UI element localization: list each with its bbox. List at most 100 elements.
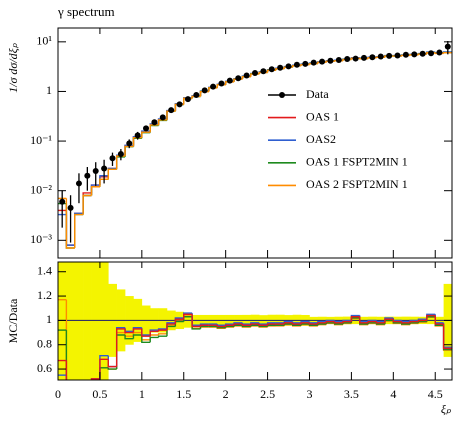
- histogram-step: [124, 334, 134, 340]
- axes: 10¹ 1 10⁻¹ 10⁻² 10⁻³ Data OAS 1 OAS2 OAS 1 FSPT2…: [30, 28, 452, 401]
- uncertainty-band: [74, 262, 84, 380]
- histogram-step: [233, 323, 243, 326]
- histogram-step: [367, 322, 377, 325]
- y-tick-label: 10⁻¹: [30, 133, 52, 147]
- data-point: [193, 91, 200, 98]
- ratio-y-axis-label: MC/Data: [6, 298, 20, 343]
- data-point: [344, 56, 351, 63]
- histogram-step: [75, 413, 83, 421]
- y-tick-label: 1.2: [37, 288, 52, 302]
- histogram-step: [308, 322, 318, 325]
- data-point: [134, 132, 141, 139]
- histogram-step: [75, 413, 83, 421]
- data-point: [386, 52, 393, 59]
- histogram-step: [141, 328, 151, 337]
- data-point: [75, 180, 82, 187]
- data-point: [168, 107, 175, 114]
- data-point: [277, 64, 284, 71]
- histogram-step: [199, 324, 209, 327]
- histogram-step: [82, 194, 92, 215]
- legend-marker: [279, 92, 285, 98]
- histogram-step: [74, 212, 84, 246]
- data-point: [109, 155, 116, 162]
- histogram-step: [342, 320, 352, 323]
- legend-label: OAS2: [306, 132, 336, 146]
- histogram-step: [216, 325, 226, 328]
- histogram-step: [401, 321, 411, 324]
- data-point: [59, 198, 66, 205]
- x-tick-label: 4: [390, 387, 396, 401]
- histogram-step: [157, 333, 167, 335]
- histogram-step: [367, 320, 377, 323]
- histogram-step: [224, 326, 235, 329]
- ratio-frame: [57, 261, 453, 381]
- histogram-step: [266, 323, 276, 326]
- data-point: [226, 77, 233, 84]
- histogram-step: [99, 178, 109, 187]
- x-tick-label: 2: [223, 387, 229, 401]
- data-point: [444, 43, 451, 50]
- histogram-step: [65, 198, 75, 249]
- legend-label: OAS 2 FSPT2MIN 1: [306, 177, 408, 191]
- data-point: [201, 87, 208, 94]
- histogram-step: [90, 186, 100, 196]
- histogram-step: [384, 318, 394, 323]
- histogram-step: [375, 321, 385, 324]
- x-axis-label: ξₚ: [441, 402, 452, 416]
- histogram-step: [233, 324, 243, 327]
- data-point: [252, 70, 258, 77]
- main-frame: [57, 27, 453, 259]
- x-tick-label: 3.5: [344, 387, 359, 401]
- data-point: [117, 150, 124, 157]
- x-tick-label: 3: [306, 387, 312, 401]
- histogram-step: [90, 186, 100, 196]
- data-point: [302, 60, 309, 67]
- main-plot: [58, 40, 452, 249]
- histogram-step: [157, 119, 167, 126]
- histogram-step: [132, 334, 142, 339]
- histogram-step: [442, 51, 452, 54]
- data-point: [402, 51, 409, 58]
- histogram-step: [300, 322, 310, 325]
- data-point: [67, 204, 74, 211]
- data-point: [335, 57, 342, 64]
- data-point: [360, 54, 367, 61]
- histogram-step: [141, 334, 151, 343]
- histogram-step: [107, 168, 117, 180]
- data-point: [176, 101, 183, 108]
- histogram-step: [333, 321, 344, 324]
- histogram-step: [183, 313, 193, 320]
- data-point: [218, 80, 225, 87]
- uncertainty-band: [66, 262, 76, 380]
- histogram-step: [107, 359, 117, 368]
- y-tick-label: 1.4: [37, 263, 52, 277]
- histogram-step: [359, 316, 369, 324]
- data-point: [327, 57, 334, 64]
- histogram-step: [90, 378, 100, 380]
- y-tick-label: 10¹: [36, 34, 52, 48]
- x-tick-label: 1: [139, 387, 145, 401]
- histogram-step: [83, 387, 91, 411]
- histogram-step: [434, 315, 444, 325]
- histogram-step: [258, 324, 268, 326]
- uncertainty-band: [83, 262, 92, 380]
- histogram-step: [74, 212, 84, 246]
- histogram-step: [124, 146, 134, 157]
- histogram-step: [149, 124, 159, 133]
- data-point: [210, 83, 217, 90]
- data-point: [411, 51, 418, 58]
- uncertainty-band: [99, 262, 109, 380]
- data-point: [352, 55, 359, 62]
- histogram-step: [317, 323, 327, 326]
- y-axis-label: 1/σ dσ/dξₚ: [6, 42, 20, 93]
- chart-title: γ spectrum: [57, 4, 115, 19]
- histogram-step: [157, 335, 167, 338]
- histogram-step: [74, 213, 84, 248]
- x-tick-label: 1.5: [176, 387, 191, 401]
- data-point: [436, 49, 443, 56]
- legend-label: OAS 1: [306, 109, 339, 123]
- histogram-step: [233, 325, 243, 328]
- data-point: [268, 66, 275, 73]
- y-tick-label: 1: [46, 83, 52, 97]
- histogram-step: [157, 329, 167, 332]
